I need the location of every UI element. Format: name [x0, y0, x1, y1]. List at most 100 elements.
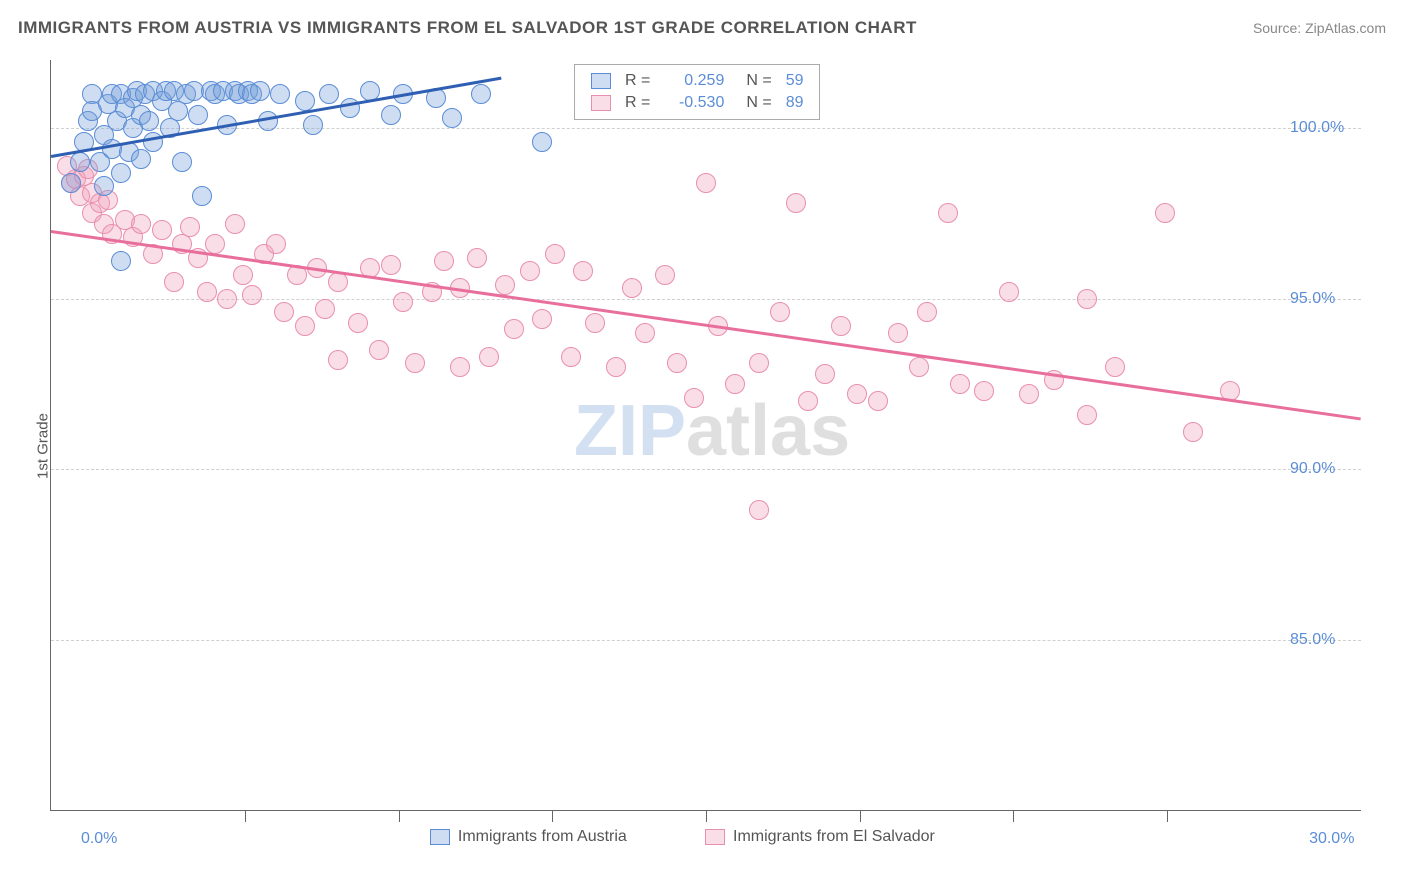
legend-item-austria: Immigrants from Austria	[430, 828, 627, 846]
data-point-austria	[94, 176, 114, 196]
data-point-elsalvador	[667, 353, 687, 373]
swatch-austria-icon	[591, 73, 611, 89]
x-tick	[1167, 810, 1168, 822]
y-tick-label: 90.0%	[1290, 460, 1335, 478]
data-point-austria	[319, 84, 339, 104]
x-tick	[399, 810, 400, 822]
data-point-elsalvador	[815, 364, 835, 384]
gridline	[51, 640, 1361, 641]
data-point-austria	[139, 111, 159, 131]
data-point-elsalvador	[225, 214, 245, 234]
data-point-austria	[61, 173, 81, 193]
data-point-elsalvador	[868, 391, 888, 411]
data-point-austria	[188, 105, 208, 125]
x-tick	[1013, 810, 1014, 822]
data-point-elsalvador	[684, 388, 704, 408]
data-point-austria	[172, 152, 192, 172]
data-point-elsalvador	[950, 374, 970, 394]
data-point-elsalvador	[434, 251, 454, 271]
swatch-austria-icon	[430, 829, 450, 845]
data-point-elsalvador	[974, 381, 994, 401]
r-value-elsalvador: -0.530	[658, 93, 730, 113]
data-point-elsalvador	[479, 347, 499, 367]
data-point-elsalvador	[749, 353, 769, 373]
data-point-elsalvador	[770, 302, 790, 322]
swatch-elsalvador-icon	[705, 829, 725, 845]
data-point-elsalvador	[205, 234, 225, 254]
data-point-elsalvador	[606, 357, 626, 377]
n-value-austria: 59	[780, 71, 810, 91]
data-point-austria	[442, 108, 462, 128]
data-point-elsalvador	[266, 234, 286, 254]
y-tick-label: 85.0%	[1290, 631, 1335, 649]
x-tick-label: 30.0%	[1309, 830, 1354, 848]
data-point-elsalvador	[520, 261, 540, 281]
data-point-austria	[270, 84, 290, 104]
data-point-elsalvador	[152, 220, 172, 240]
data-point-elsalvador	[655, 265, 675, 285]
swatch-elsalvador-icon	[591, 95, 611, 111]
x-tick	[245, 810, 246, 822]
y-tick-label: 100.0%	[1290, 119, 1344, 137]
data-point-elsalvador	[573, 261, 593, 281]
data-point-austria	[258, 111, 278, 131]
data-point-elsalvador	[749, 500, 769, 520]
data-point-austria	[70, 152, 90, 172]
r-value-austria: 0.259	[658, 71, 730, 91]
source-attribution: Source: ZipAtlas.com	[1253, 20, 1386, 36]
data-point-elsalvador	[381, 255, 401, 275]
data-point-elsalvador	[295, 316, 315, 336]
data-point-elsalvador	[450, 357, 470, 377]
data-point-elsalvador	[217, 289, 237, 309]
data-point-elsalvador	[847, 384, 867, 404]
data-point-austria	[168, 101, 188, 121]
data-point-elsalvador	[786, 193, 806, 213]
gridline	[51, 469, 1361, 470]
x-tick	[552, 810, 553, 822]
data-point-elsalvador	[888, 323, 908, 343]
legend-item-elsalvador: Immigrants from El Salvador	[705, 828, 935, 846]
data-point-elsalvador	[585, 313, 605, 333]
data-point-elsalvador	[197, 282, 217, 302]
data-point-elsalvador	[315, 299, 335, 319]
n-value-elsalvador: 89	[780, 93, 810, 113]
data-point-elsalvador	[1183, 422, 1203, 442]
data-point-austria	[131, 149, 151, 169]
data-point-elsalvador	[798, 391, 818, 411]
stats-row-austria: R = 0.259 N = 59	[585, 71, 809, 91]
data-point-elsalvador	[532, 309, 552, 329]
legend-label-elsalvador: Immigrants from El Salvador	[733, 828, 935, 846]
r-label: R =	[619, 93, 656, 113]
data-point-elsalvador	[131, 214, 151, 234]
correlation-stats-box: R = 0.259 N = 59 R = -0.530 N = 89	[574, 64, 820, 120]
data-point-elsalvador	[405, 353, 425, 373]
data-point-elsalvador	[164, 272, 184, 292]
legend-label-austria: Immigrants from Austria	[458, 828, 627, 846]
data-point-elsalvador	[561, 347, 581, 367]
stats-row-elsalvador: R = -0.530 N = 89	[585, 93, 809, 113]
x-tick	[860, 810, 861, 822]
data-point-elsalvador	[831, 316, 851, 336]
data-point-austria	[250, 81, 270, 101]
data-point-elsalvador	[545, 244, 565, 264]
data-point-elsalvador	[274, 302, 294, 322]
trend-line-elsalvador	[51, 230, 1361, 420]
data-point-austria	[295, 91, 315, 111]
y-axis-label: 1st Grade	[34, 413, 51, 479]
data-point-elsalvador	[696, 173, 716, 193]
data-point-austria	[192, 186, 212, 206]
data-point-elsalvador	[999, 282, 1019, 302]
data-point-austria	[532, 132, 552, 152]
data-point-austria	[381, 105, 401, 125]
n-label: N =	[732, 93, 777, 113]
data-point-elsalvador	[495, 275, 515, 295]
data-point-elsalvador	[635, 323, 655, 343]
chart-container: { "title": "IMMIGRANTS FROM AUSTRIA VS I…	[0, 0, 1406, 892]
data-point-elsalvador	[233, 265, 253, 285]
chart-title: IMMIGRANTS FROM AUSTRIA VS IMMIGRANTS FR…	[18, 18, 917, 38]
data-point-elsalvador	[1077, 289, 1097, 309]
data-point-austria	[111, 163, 131, 183]
data-point-elsalvador	[909, 357, 929, 377]
data-point-elsalvador	[504, 319, 524, 339]
data-point-elsalvador	[1105, 357, 1125, 377]
